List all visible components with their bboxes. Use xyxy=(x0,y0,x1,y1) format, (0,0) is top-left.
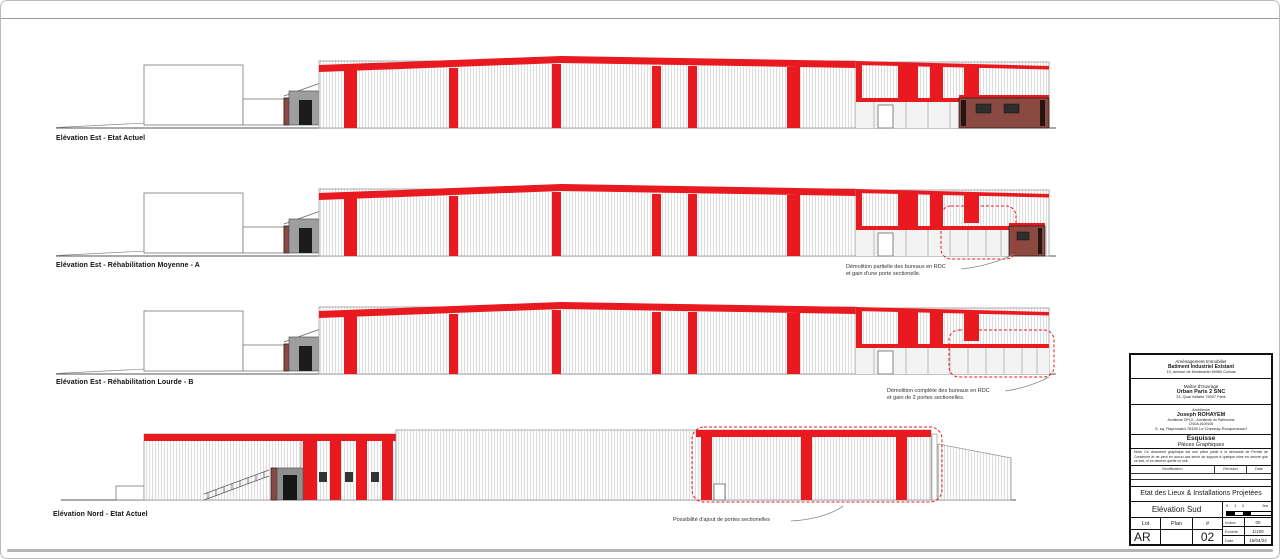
sheet-top-rule xyxy=(1,18,1279,19)
elevation-est-rehab-lourde xyxy=(56,300,1056,378)
reference-grid: Elévation Sud Lot Plan # AR 02 0 1 2 5m xyxy=(1131,502,1272,544)
elevation-label-3: Elévation Est - Réhabilitation Lourde - … xyxy=(56,379,194,386)
elevation-est-actuel xyxy=(56,54,1056,134)
plan-label: Plan xyxy=(1161,518,1193,529)
mod-header-modification: Modification xyxy=(1131,465,1215,473)
mod-row-empty xyxy=(1131,480,1271,486)
leader-line xyxy=(1004,376,1050,392)
scale-tick: 0 xyxy=(1226,503,1229,508)
project-address: 19, avenue de Montmartin 69960 Corbas xyxy=(1166,369,1236,374)
leader-line xyxy=(960,253,1015,270)
north-left-roofband xyxy=(144,434,396,441)
date-row: Date 15/04/24 xyxy=(1223,536,1271,544)
indice-row: Indice 00 xyxy=(1223,518,1271,527)
phase-name: Esquisse xyxy=(1186,435,1216,443)
indice-label: Indice xyxy=(1223,518,1245,526)
revision-cloud xyxy=(691,426,943,503)
plan-value xyxy=(1161,530,1193,544)
exterior-stairs xyxy=(203,469,270,501)
architect-name: Joseph ROHAYEM xyxy=(1176,412,1226,419)
office-block xyxy=(958,95,1050,129)
phase-sub: Pièces Graphiques xyxy=(1177,442,1225,449)
north-main-body xyxy=(395,429,932,501)
doc-title-row: Etat des Lieux & Installations Projetées xyxy=(1131,487,1271,502)
scale-tick: 5m xyxy=(1262,503,1268,508)
office-block-reduced xyxy=(1008,223,1046,257)
elevation-label-2: Elévation Est - Réhabilitation Moyenne -… xyxy=(56,262,200,269)
architect-reg: CNOA #109106 xyxy=(1188,422,1214,427)
mod-header-revision: Révision xyxy=(1215,465,1247,473)
nota-section: Nota: Ce document graphique est une pièc… xyxy=(1131,449,1271,466)
scale-tick: 1 xyxy=(1234,503,1237,508)
elevation-label-4: Elévation Nord - Etat Actuel xyxy=(53,511,148,518)
mod-row-empty xyxy=(1131,474,1271,481)
date-value: 15/04/24 xyxy=(1249,537,1267,543)
architect-title: Architecte DPLG - Architecte du Patrimoi… xyxy=(1167,418,1235,423)
leader-line xyxy=(790,505,844,522)
storefront-extension-full xyxy=(959,344,1049,374)
stripe-windows xyxy=(319,472,379,482)
annotation-lourde: Démolition complète des bureaux en RDC e… xyxy=(887,388,990,402)
revision-cloud xyxy=(948,329,1055,378)
sheet-number: 02 xyxy=(1200,530,1215,544)
north-right-annex xyxy=(937,443,1012,501)
nota-text: Nota: Ce document graphique est une pièc… xyxy=(1134,450,1268,464)
storefront-extension xyxy=(959,226,1009,256)
low-wall xyxy=(115,485,145,501)
downpipe xyxy=(931,433,938,501)
north-main-pilasters xyxy=(701,437,907,500)
doc-title: Etat des Lieux & Installations Projetées xyxy=(1140,490,1262,498)
lot-plan-values: AR 02 xyxy=(1131,530,1222,544)
owner-name: Urban Paris 2 SNC xyxy=(1176,388,1226,395)
scale-tick: 2 xyxy=(1242,503,1245,508)
owner-role: Maître d'Ouvrage xyxy=(1183,383,1219,389)
mod-header-date: Date xyxy=(1254,467,1264,472)
lot-plan-headers: Lot Plan # xyxy=(1131,518,1222,530)
graphic-scale: 0 1 2 5m xyxy=(1223,502,1272,518)
annotation-moyenne: Démolition partielle des bureaux en RDC … xyxy=(846,264,946,278)
elevation-label-1: Elévation Est - Etat Actuel xyxy=(56,135,146,142)
sheet-bottom-band xyxy=(7,549,1273,552)
north-door xyxy=(713,483,726,501)
architect-address: 5, sq. Raynouard 78150 Le Chesnay-Rocque… xyxy=(1155,426,1247,432)
elevation-est-rehab-moyenne xyxy=(56,182,1056,260)
lot-value: AR xyxy=(1131,530,1161,544)
architect-role: Architecte xyxy=(1192,407,1210,413)
annotation-nord: Possibilité d'ajout de portes sectionell… xyxy=(673,517,771,523)
north-entry xyxy=(270,467,304,501)
title-block: Aménagement Immobilier Batiment Industri… xyxy=(1129,353,1273,546)
date-label: Date xyxy=(1223,536,1245,544)
modification-table: Modification Révision Date xyxy=(1131,465,1271,487)
office-window xyxy=(1003,103,1020,114)
echelle-value: 1/100 xyxy=(1252,528,1264,534)
hash-label: # xyxy=(1205,520,1210,527)
north-main-roofband xyxy=(696,430,931,437)
elevation-nord-actuel xyxy=(61,426,1016,503)
indice-value: 00 xyxy=(1255,519,1261,525)
scale-bar xyxy=(1226,511,1272,516)
view-name: Elévation Sud xyxy=(1131,502,1222,518)
phase-section: Esquisse Pièces Graphiques xyxy=(1131,435,1271,450)
echelle-label: Echelle xyxy=(1223,527,1245,535)
revision-cloud xyxy=(940,205,1017,260)
project-category: Aménagement Immobilier xyxy=(1175,358,1227,364)
project-title: Batiment Industriel Existant xyxy=(1167,363,1235,370)
owner-address: 23, Quai Voltaire 75007 Paris xyxy=(1176,394,1226,399)
project-section: Aménagement Immobilier Batiment Industri… xyxy=(1131,355,1271,379)
lot-label: Lot xyxy=(1131,518,1161,529)
north-red-stripes xyxy=(303,441,393,500)
echelle-row: Echelle 1/100 xyxy=(1223,527,1271,536)
owner-section: Maître d'Ouvrage Urban Paris 2 SNC 23, Q… xyxy=(1131,379,1271,405)
architect-section: Architecte Joseph ROHAYEM Architecte DPL… xyxy=(1131,405,1271,436)
office-window xyxy=(975,103,992,114)
